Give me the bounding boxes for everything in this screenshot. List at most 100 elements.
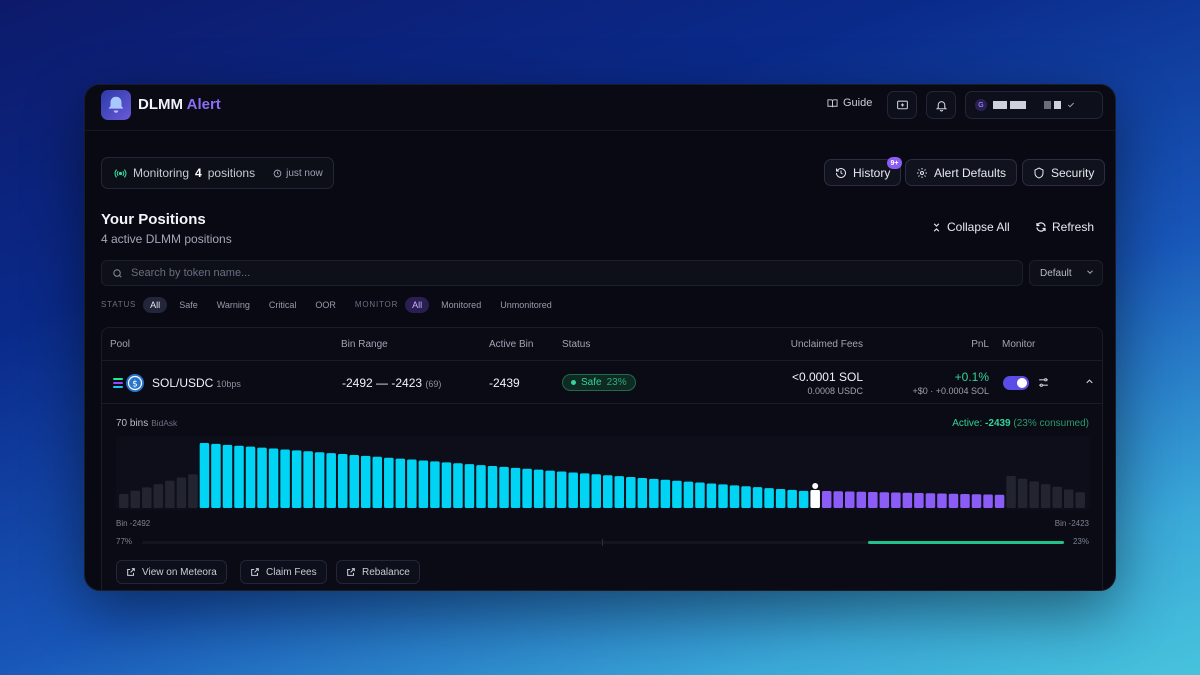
notifications-button[interactable] xyxy=(926,91,956,119)
guide-label: Guide xyxy=(843,97,873,109)
monitor-toggle[interactable] xyxy=(1003,376,1029,390)
sort-select[interactable]: Default xyxy=(1029,260,1103,286)
bins-header: 70 bins BidAsk xyxy=(116,418,177,429)
bin-bar xyxy=(510,467,521,508)
bin-bar xyxy=(775,489,786,508)
status-badge: Safe 23% xyxy=(562,374,636,391)
bins-count: 70 bins xyxy=(116,418,149,429)
col-unclaimed-fees: Unclaimed Fees xyxy=(790,339,863,350)
bin-bar xyxy=(430,461,440,508)
alert-defaults-label: Alert Defaults xyxy=(934,165,1007,180)
bin-bar xyxy=(752,487,763,508)
chevron-down-icon xyxy=(1087,270,1093,274)
sliders-icon[interactable] xyxy=(1037,376,1050,389)
bin-bar xyxy=(556,471,567,508)
bin-bar xyxy=(199,443,210,508)
refresh-button[interactable]: Refresh xyxy=(1035,220,1094,234)
wallet-button[interactable]: G xyxy=(965,91,1103,119)
security-button[interactable]: Security xyxy=(1022,159,1106,186)
status-filter-critical[interactable]: Critical xyxy=(268,299,297,310)
history-badge: 9+ xyxy=(887,157,902,169)
sol-token-icon xyxy=(113,378,123,388)
page-subtitle: 4 active DLMM positions xyxy=(101,232,232,246)
bin-bar xyxy=(245,446,256,508)
history-button[interactable]: History xyxy=(824,159,902,186)
view-on-meteora-button[interactable]: View on Meteora xyxy=(116,560,227,584)
bin-bar xyxy=(879,492,890,508)
search-input[interactable] xyxy=(131,267,991,279)
bin-bar xyxy=(729,485,740,508)
sort-selected: Default xyxy=(1040,267,1072,279)
bin-bar xyxy=(372,456,383,508)
bin-bar xyxy=(487,466,498,508)
bin-bar xyxy=(280,449,290,508)
app-logo[interactable] xyxy=(101,90,131,120)
bin-bar xyxy=(914,493,924,508)
bin-bar xyxy=(361,455,371,508)
bin-bar xyxy=(948,493,959,508)
collapse-all-button[interactable]: Collapse All xyxy=(931,220,1010,234)
app-window: DLMM Alert Guide G Monitoring 4 position… xyxy=(84,84,1116,591)
left-percent: 77% xyxy=(116,537,133,546)
bin-bar xyxy=(649,478,659,508)
bin-range: -2492 — -2423 (69) xyxy=(342,376,441,390)
bell-icon xyxy=(935,100,947,111)
rebalance-button[interactable]: Rebalance xyxy=(336,560,420,584)
bin-bar xyxy=(211,443,221,508)
status-filter-all[interactable]: All xyxy=(143,296,168,313)
chevron-up-icon[interactable] xyxy=(1084,376,1095,387)
monitor-filter-all[interactable]: All xyxy=(405,296,430,313)
bin-bar xyxy=(522,468,532,508)
check-icon xyxy=(1067,102,1075,108)
status-filter-safe[interactable]: Safe xyxy=(179,299,198,310)
col-bin-range: Bin Range xyxy=(341,339,388,350)
status-filter-warning[interactable]: Warning xyxy=(216,299,250,310)
status-filter-oor[interactable]: OOR xyxy=(315,299,336,310)
bin-bar xyxy=(706,483,717,508)
bin-range-value: -2492 — -2423 xyxy=(342,376,423,390)
pool-pair: SOL/USDC 10bps xyxy=(152,376,241,390)
active-value: -2439 xyxy=(985,418,1011,429)
book-icon xyxy=(827,98,838,107)
bin-bar xyxy=(303,451,313,508)
top-bar: DLMM Alert Guide G xyxy=(85,85,1115,131)
bin-bar xyxy=(176,477,187,508)
status-dot xyxy=(571,380,576,385)
pool-pair-name: SOL/USDC xyxy=(152,376,214,390)
bin-bar xyxy=(902,492,913,508)
consumption-midpoint xyxy=(602,539,603,546)
col-active-bin: Active Bin xyxy=(489,339,534,350)
col-pnl: PnL xyxy=(971,339,989,350)
last-updated: just now xyxy=(273,168,323,179)
right-percent: 23% xyxy=(1072,537,1089,546)
svg-text:$: $ xyxy=(132,380,138,390)
bin-bar xyxy=(603,475,613,508)
bin-bar xyxy=(971,494,982,508)
alert-defaults-button[interactable]: Alert Defaults xyxy=(905,159,1018,186)
feedback-button[interactable] xyxy=(887,91,917,119)
table-header: Pool Bin Range Active Bin Status Unclaim… xyxy=(102,328,1102,361)
bin-bar xyxy=(1006,476,1016,508)
table-row[interactable]: $ SOL/USDC 10bps -2492 — -2423 (69) -2439… xyxy=(102,362,1102,404)
bin-bar xyxy=(291,450,302,508)
bin-bar xyxy=(1075,492,1085,508)
wallet-avatar: G xyxy=(975,99,987,111)
monitor-filter-unmonitored[interactable]: Unmonitored xyxy=(500,299,552,310)
bin-bar xyxy=(960,494,970,508)
pnl-percent: +0.1% xyxy=(954,370,989,384)
bin-bar xyxy=(257,447,267,508)
bin-bar xyxy=(1029,481,1039,508)
active-bin-summary: Active: -2439 (23% consumed) xyxy=(952,418,1089,429)
claim-fees-label: Claim Fees xyxy=(266,566,317,578)
claim-fees-button[interactable]: Claim Fees xyxy=(240,560,327,584)
bin-bar xyxy=(476,465,486,508)
guide-link[interactable]: Guide xyxy=(827,97,872,109)
bin-bar xyxy=(626,477,636,508)
bin-bar xyxy=(268,448,279,508)
last-updated-text: just now xyxy=(286,167,323,179)
bin-bar xyxy=(407,459,417,508)
bin-bar xyxy=(821,491,832,508)
broadcast-icon xyxy=(114,168,127,178)
monitor-filter-monitored[interactable]: Monitored xyxy=(441,299,482,310)
bin-bar xyxy=(188,474,198,508)
